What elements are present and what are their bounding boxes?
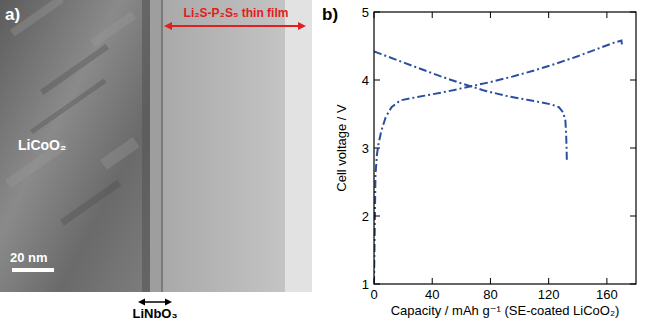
tick-label: 4 (362, 73, 369, 88)
plot-frame (374, 12, 636, 284)
tick-label: 0 (370, 287, 377, 302)
tick (630, 12, 636, 13)
tick (606, 278, 607, 284)
curve (374, 41, 622, 284)
scale-bar (12, 268, 54, 272)
film-label: Li₂S-P₂S₅ thin film (184, 6, 289, 20)
tick (432, 12, 433, 18)
arrow-head (298, 22, 306, 30)
arrow-head (138, 299, 145, 306)
tick (374, 80, 380, 81)
scale-bar-label: 20 nm (10, 250, 48, 265)
texture (60, 180, 121, 226)
tick (374, 284, 380, 285)
film-arrow (170, 25, 300, 27)
tick (374, 216, 380, 217)
texture (90, 11, 136, 47)
interface (161, 0, 163, 292)
texture (30, 78, 107, 134)
interface (142, 0, 150, 292)
coating-label: LiNbO₃ (132, 306, 177, 321)
tick (630, 284, 636, 285)
tick (374, 12, 380, 13)
tick-label: 80 (483, 287, 497, 302)
tick (630, 80, 636, 81)
tick (374, 148, 380, 149)
tick (490, 278, 491, 284)
tick (374, 278, 375, 284)
figure: a) LiCoO₂ 20 nm Li₂S-P₂S₅ thin film LiNbO₃ 0 4… (0, 0, 647, 322)
linbo3-band (150, 0, 162, 292)
panel-label: b) (322, 5, 338, 24)
texture (100, 137, 140, 170)
tick-label: 120 (538, 287, 560, 302)
tick (548, 278, 549, 284)
plot-lines (374, 41, 622, 284)
arrow-head (164, 22, 172, 30)
material-label: LiCoO₂ (18, 137, 66, 153)
tick (432, 278, 433, 284)
tick (630, 216, 636, 217)
background (0, 0, 312, 292)
x-axis-title: Capacity / mAh g⁻¹ (SE-coated LiCoO₂) (391, 303, 620, 318)
curve (374, 51, 567, 161)
tick (490, 12, 491, 18)
tick-label: 5 (362, 5, 369, 20)
tick-label: 40 (425, 287, 439, 302)
tick (606, 12, 607, 18)
film-region (163, 0, 285, 292)
panel-label: a) (5, 5, 20, 24)
micrograph (0, 0, 312, 292)
tick-label: 3 (362, 141, 369, 156)
tick (548, 12, 549, 18)
tick-label: 1 (362, 277, 369, 292)
coating-arrow (143, 301, 167, 303)
tick (630, 148, 636, 149)
arrow-head (165, 299, 172, 306)
tick-label: 2 (362, 209, 369, 224)
licoo2-region (0, 0, 150, 292)
tick-label: 160 (596, 287, 618, 302)
y-axis-title: Cell voltage / V (334, 104, 349, 192)
tick (374, 12, 375, 18)
